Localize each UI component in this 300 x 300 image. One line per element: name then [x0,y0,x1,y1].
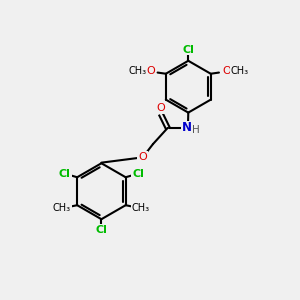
Text: H: H [192,125,200,135]
Text: CH₃: CH₃ [230,66,249,76]
Text: Cl: Cl [132,169,144,179]
Text: O: O [146,66,155,76]
Text: CH₃: CH₃ [53,203,71,213]
Text: O: O [157,103,166,113]
Text: Cl: Cl [182,45,194,55]
Text: O: O [138,152,147,162]
Text: Cl: Cl [95,225,107,236]
Text: CH₃: CH₃ [128,66,147,76]
Text: CH₃: CH₃ [132,203,150,213]
Text: N: N [182,122,192,134]
Text: Cl: Cl [59,169,71,179]
Text: O: O [223,66,231,76]
